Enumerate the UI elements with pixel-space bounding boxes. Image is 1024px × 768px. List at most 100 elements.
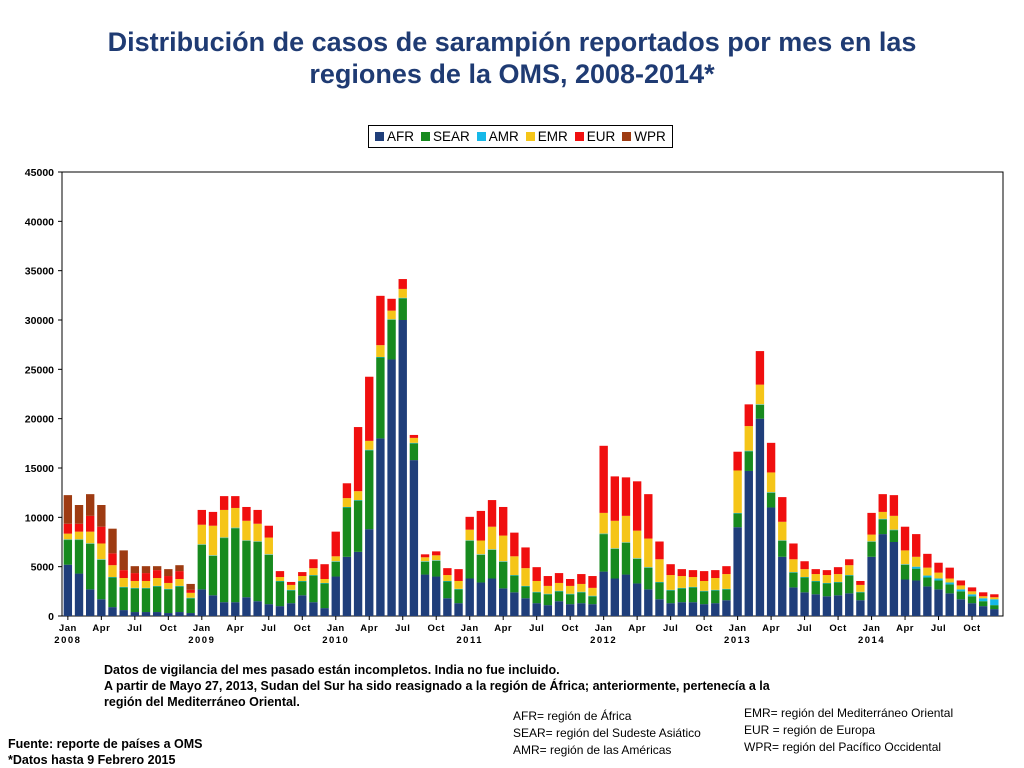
bar-segment-sear	[510, 575, 519, 593]
bar-segment-emr	[666, 575, 675, 590]
bar-segment-afr	[688, 602, 698, 616]
bar-segment-eur	[889, 495, 899, 516]
y-tick-label: 35000	[25, 266, 54, 278]
legend-swatch-afr	[375, 132, 384, 141]
bar-segment-eur	[599, 445, 608, 513]
x-tick-label-month: Jul	[529, 623, 544, 634]
x-tick-label-month: Jul	[931, 623, 946, 634]
x-tick-label-month: Apr	[762, 623, 780, 634]
bar-segment-eur	[543, 576, 553, 586]
bar-segment-sear	[543, 594, 553, 606]
bar-segment-eur	[666, 564, 675, 576]
x-tick-label-month: Apr	[226, 623, 244, 634]
bar-segment-eur	[365, 376, 374, 441]
bar-segment-eur	[789, 543, 798, 560]
bar-segment-eur	[432, 551, 441, 556]
bar-segment-eur	[309, 559, 318, 569]
bar-segment-emr	[465, 529, 474, 541]
bar-segment-eur	[398, 279, 407, 289]
legend-label-amr: AMR	[488, 129, 519, 144]
bar-segment-sear	[275, 581, 285, 607]
bar-segment-eur	[766, 442, 776, 473]
legend-item-eur: EUR	[574, 129, 615, 144]
bar-segment-sear	[286, 590, 296, 604]
x-tick-label-year: 2009	[188, 635, 215, 646]
bar-segment-eur	[499, 506, 508, 536]
bar-segment-afr	[800, 592, 809, 616]
bar-segment-sear	[342, 507, 352, 557]
bar-segment-sear	[175, 586, 184, 613]
bar-segment-afr	[141, 612, 151, 616]
bar-segment-eur	[74, 523, 84, 532]
bar-segment-emr	[499, 535, 508, 562]
bar-segment-sear	[186, 598, 195, 614]
bar-segment-eur	[733, 451, 742, 471]
bar-segment-eur	[934, 562, 943, 573]
bar-segment-amr	[923, 575, 932, 578]
bar-segment-afr	[365, 529, 374, 616]
bar-segment-eur	[990, 594, 999, 598]
bar-segment-eur	[476, 510, 486, 541]
definition-wpr: WPR= región del Pacífico Occidental	[744, 740, 942, 754]
bar-segment-afr	[979, 606, 988, 616]
bar-segment-sear	[108, 577, 117, 608]
bar-segment-afr	[655, 599, 664, 616]
legend-swatch-amr	[476, 132, 486, 141]
bar-segment-sear	[588, 596, 597, 605]
legend-item-wpr: WPR	[622, 129, 666, 144]
bar-segment-afr	[610, 578, 620, 616]
x-tick-label-month: Jul	[127, 623, 142, 634]
bar-segment-eur	[565, 579, 575, 586]
bar-segment-eur	[264, 525, 273, 538]
y-tick-label: 10000	[25, 512, 54, 524]
bar-segment-emr	[711, 578, 720, 590]
bar-segment-sear	[353, 500, 363, 552]
bar-segment-emr	[632, 530, 642, 559]
bar-segment-emr	[521, 568, 530, 586]
chart-title: Distribución de casos de sarampión repor…	[60, 26, 964, 90]
bar-segment-emr	[889, 515, 899, 530]
bar-segment-wpr	[74, 505, 84, 524]
bar-segment-sear	[242, 541, 251, 598]
bar-segment-eur	[822, 570, 832, 576]
source-note: Fuente: reporte de países a OMS *Datos h…	[8, 736, 203, 768]
bar-segment-emr	[365, 440, 374, 450]
bar-segment-sear	[800, 577, 809, 593]
bar-segment-amr	[956, 589, 966, 592]
bar-segment-sear	[990, 605, 999, 610]
bar-segment-afr	[376, 438, 385, 616]
bar-segment-afr	[778, 556, 787, 616]
x-tick-label-month: Jul	[261, 623, 276, 634]
bar-segment-afr	[74, 573, 84, 616]
x-tick-label-month: Jan	[59, 623, 77, 634]
bar-segment-afr	[97, 599, 106, 616]
bar-segment-afr	[409, 460, 419, 616]
bar-segment-emr	[164, 582, 173, 589]
bar-segment-emr	[778, 521, 787, 541]
bar-segment-eur	[956, 580, 966, 586]
bar-segment-sear	[956, 591, 966, 600]
bar-segment-eur	[298, 572, 307, 577]
bar-segment-eur	[677, 569, 686, 577]
bar-segment-afr	[956, 599, 966, 616]
bar-segment-afr	[621, 574, 631, 616]
bar-segment-emr	[152, 578, 162, 586]
bar-segment-eur	[253, 509, 262, 524]
bar-segment-emr	[766, 472, 776, 493]
bar-segment-afr	[889, 542, 899, 616]
x-tick-label-month: Oct	[562, 623, 580, 634]
x-tick-label-month: Apr	[494, 623, 512, 634]
bar-segment-eur	[811, 569, 820, 575]
bar-segment-emr	[175, 579, 184, 586]
source-line-1: Fuente: reporte de países a OMS	[8, 737, 203, 751]
bar-segment-afr	[432, 576, 441, 616]
definition-amr: AMR= región de las Américas	[513, 743, 672, 757]
bar-segment-eur	[186, 589, 195, 593]
bar-segment-wpr	[119, 550, 128, 571]
bar-segment-sear	[197, 544, 206, 590]
bar-segment-afr	[443, 598, 452, 616]
bar-segment-wpr	[97, 505, 106, 527]
bar-segment-afr	[644, 589, 653, 616]
bar-segment-eur	[900, 526, 910, 551]
bar-segment-emr	[86, 531, 95, 544]
